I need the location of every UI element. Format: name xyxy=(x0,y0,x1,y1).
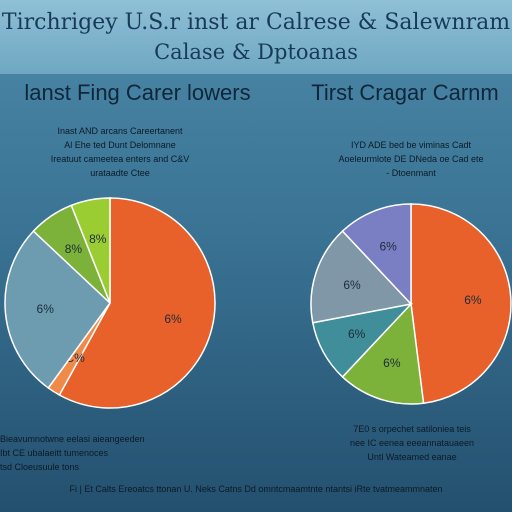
left-footnote: Bieavumnotwne eelasi aieangeeden Ibt CE … xyxy=(0,432,210,474)
left-pie-chart: 6%C%6%8%8% xyxy=(4,197,216,409)
left-foot-line: Bieavumnotwne eelasi aieangeeden xyxy=(0,434,145,444)
pie-slice-label-1-1: 6% xyxy=(383,356,401,370)
bottom-caption: Fi | Et Calts Ereoatcs ttonan U. Neks Ca… xyxy=(69,484,443,494)
left-desc-line: Ireatuut cameetea enters and C&V xyxy=(50,154,190,164)
left-desc-line: Inast AND arcans Careertanent xyxy=(57,126,183,136)
title-band xyxy=(0,0,512,74)
pie-slice-0-4 xyxy=(70,197,111,304)
right-desc-line: IYD ADE bed be viminas Cadt xyxy=(350,140,472,150)
pie-slice-label-1-3: 6% xyxy=(343,278,361,292)
page-subtitle: Calase & Dptoanas xyxy=(154,40,358,64)
pie-slice-1-4 xyxy=(341,203,412,306)
right-pie-chart: 6% 6% 6% 6% 6% xyxy=(310,203,512,405)
left-foot-line: Ibt CE ubalaeitt tumenoces xyxy=(0,448,109,458)
left-chart-title: lanst Fing Carer lowers xyxy=(24,80,251,105)
pie-slice-label-1-0: 6% xyxy=(464,293,482,307)
pie-slice-label-0-0: 6% xyxy=(164,312,182,326)
left-desc-line: urataadte Ctee xyxy=(90,168,150,178)
pie-slice-label-1-2: 6% xyxy=(348,327,366,341)
right-description: IYD ADE bed be viminas Cadt Aoeleurmlote… xyxy=(310,138,512,180)
pie-slice-label-0-2: 6% xyxy=(37,302,55,316)
right-chart-title: Tirst Cragar Carnm xyxy=(311,80,499,105)
left-desc-line: Al Ehe ted Dunt Delomnane xyxy=(64,140,176,150)
right-foot-line: nee IC eenea eeeannatauaeen xyxy=(349,438,475,448)
pie-slice-1-1 xyxy=(341,302,425,405)
left-description: Inast AND arcans Careertanent Al Ehe ted… xyxy=(0,124,240,180)
pie-slice-1-0 xyxy=(410,203,512,405)
page-title: Tirchrigey U.S.r inst ar Calrese & Salew… xyxy=(1,10,511,35)
pie-slice-0-2 xyxy=(4,230,111,389)
right-foot-line: Untl Wateamed eanae xyxy=(367,452,457,462)
right-desc-line: Aoeleurmlote DE DNeda oe Cad ete xyxy=(338,154,484,164)
pie-slice-0-0 xyxy=(58,197,216,409)
pie-slice-label-0-4: 8% xyxy=(89,232,107,246)
pie-slice-label-0-3: 8% xyxy=(65,242,83,256)
left-foot-line: tsd Cloeusuule tons xyxy=(0,462,80,472)
pie-slice-1-3 xyxy=(310,230,413,324)
right-footnote: 7E0 s orpechet satiloniea teis nee IC ee… xyxy=(312,422,512,464)
right-foot-line: 7E0 s orpechet satiloniea teis xyxy=(353,424,471,434)
right-desc-line: - Dtoenmant xyxy=(386,168,436,178)
pie-slice-label-1-4: 6% xyxy=(380,239,398,253)
